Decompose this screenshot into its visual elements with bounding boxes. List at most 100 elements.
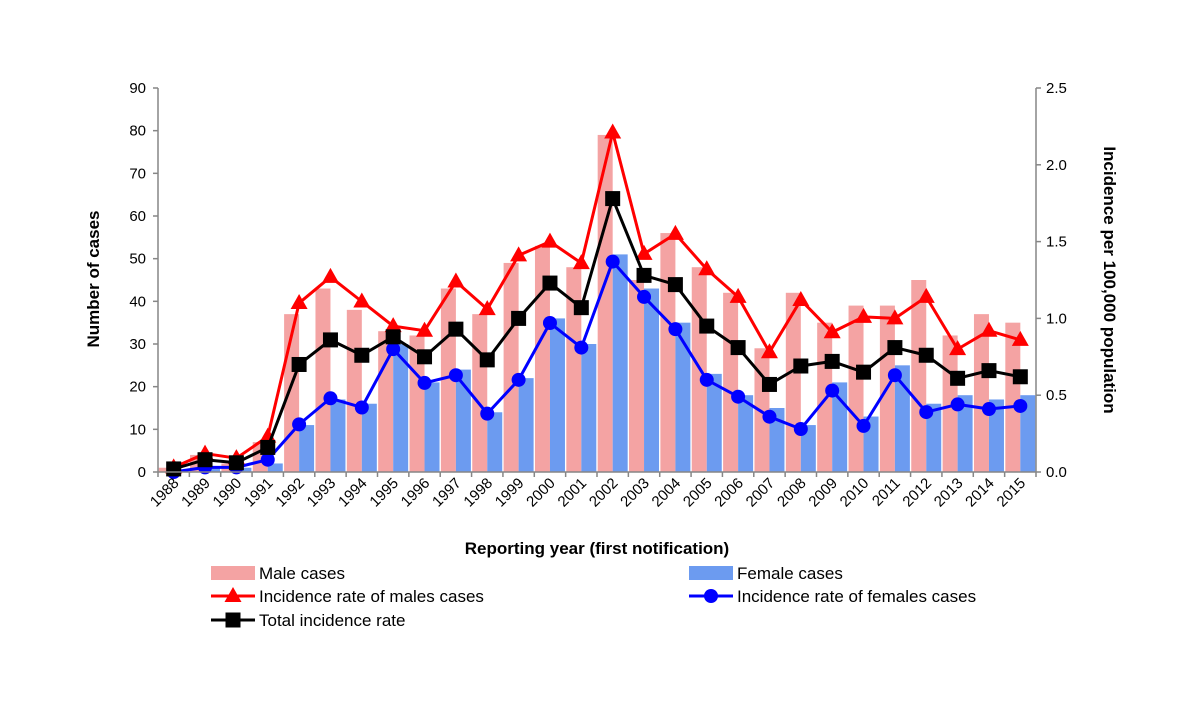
male-cases-bar-1999	[503, 262, 519, 472]
y2-tick-label: 2.0	[1046, 157, 1067, 174]
female-cases-bar-2006	[738, 395, 754, 472]
x-tick-label: 2015	[994, 475, 1030, 511]
female-cases-bar-2003	[644, 288, 660, 472]
y-tick-label: 40	[129, 293, 146, 310]
x-tick-label: 1992	[272, 475, 308, 511]
total-incidence-marker-2014	[981, 363, 997, 379]
legend: Male cases Female cases Incidence rate of …	[211, 564, 976, 630]
x-tick-label: 2001	[555, 475, 591, 511]
x-tick-label: 1996	[398, 475, 434, 511]
female-cases-bar-2012	[926, 403, 942, 472]
male-cases-bar-1998	[472, 314, 488, 472]
male-incidence-marker-2004	[666, 224, 684, 240]
legend-male-incidence-swatch-marker	[224, 587, 242, 602]
male-incidence-marker-1995	[384, 317, 402, 333]
x-tick-label: 2004	[649, 475, 685, 511]
male-cases-bar-2014	[973, 314, 989, 472]
y2-tick-label: 1.5	[1046, 234, 1067, 251]
legend-male-incidence-label: Incidence rate of males cases	[259, 587, 484, 606]
total-incidence-marker-1999	[511, 310, 527, 326]
x-tick-label: 1990	[210, 475, 246, 511]
y2-tick-label: 1.0	[1046, 310, 1067, 327]
male-incidence-marker-1999	[510, 246, 528, 262]
x-tick-label: 2003	[617, 475, 653, 511]
male-incidence-marker-1996	[416, 321, 434, 337]
total-incidence-marker-2002	[605, 191, 621, 207]
x-tick-label: 2000	[523, 475, 559, 511]
y-tick-label: 50	[129, 251, 146, 268]
female-incidence-marker-2003	[637, 289, 652, 304]
male-cases-bar-2012	[911, 280, 927, 472]
male-incidence-marker-2006	[729, 287, 747, 303]
total-incidence-marker-1989	[197, 452, 213, 468]
male-incidence-line	[173, 131, 1021, 469]
female-cases-bar-1989	[205, 467, 221, 472]
total-incidence-marker-1988	[166, 461, 182, 477]
total-incidence-marker-2007	[761, 376, 777, 392]
legend-female-cases-swatch	[689, 566, 733, 580]
female-cases-bar-1995	[393, 344, 409, 472]
y-tick-label: 70	[129, 165, 146, 182]
lines	[165, 123, 1029, 479]
y-tick-label: 30	[129, 336, 146, 353]
female-incidence-marker-2002	[605, 254, 620, 269]
male-cases-bar-2000	[534, 245, 550, 472]
x-tick-label: 1989	[178, 475, 214, 511]
female-incidence-marker-1995	[386, 342, 401, 357]
male-incidence-marker-2013	[949, 340, 967, 356]
legend-female-cases-label: Female cases	[737, 564, 843, 583]
female-incidence-marker-2011	[887, 368, 902, 383]
x-tick-label: 2012	[899, 475, 935, 511]
female-cases-bar-2005	[706, 373, 722, 472]
total-incidence-marker-2015	[1012, 369, 1028, 385]
y2-tick-label: 0.0	[1046, 464, 1067, 481]
total-incidence-marker-2011	[887, 340, 903, 356]
total-incidence-marker-1993	[322, 332, 338, 348]
male-cases-bar-2015	[1005, 322, 1021, 472]
male-incidence-marker-2000	[541, 232, 559, 248]
male-cases-bar-2001	[566, 267, 582, 472]
female-cases-bar-2011	[894, 365, 910, 472]
female-incidence-marker-1998	[480, 406, 495, 421]
x-tick-label: 1991	[241, 475, 277, 511]
x-tick-label: 2006	[711, 475, 747, 511]
y2-tick-label: 2.5	[1046, 80, 1067, 97]
legend-female-incidence-swatch-marker	[704, 589, 718, 603]
legend-male-cases-label: Male cases	[259, 564, 345, 583]
x-tick-label: 1998	[460, 475, 496, 511]
male-incidence-marker-2002	[604, 123, 622, 139]
total-incidence-marker-2009	[824, 353, 840, 369]
y2-axis-title: Incidence per 100,000 population	[1100, 146, 1119, 413]
male-incidence-marker-2007	[760, 343, 778, 359]
male-cases-bar-1993	[315, 288, 331, 472]
legend-total-incidence-swatch-marker	[225, 612, 241, 628]
legend-total-incidence-label: Total incidence rate	[259, 611, 405, 630]
x-tick-label: 1993	[304, 475, 340, 511]
female-cases-bar-2015	[1020, 395, 1036, 472]
female-incidence-marker-2001	[574, 340, 589, 355]
total-incidence-marker-1990	[228, 455, 244, 471]
female-incidence-marker-2013	[950, 397, 965, 412]
male-incidence-marker-1992	[290, 294, 308, 310]
male-cases-bar-2002	[597, 134, 613, 472]
x-tick-label: 2005	[680, 475, 716, 511]
female-cases-bar-1998	[487, 412, 503, 472]
x-axis-title: Reporting year (first notification)	[465, 539, 729, 558]
female-cases-bar-2002	[612, 254, 628, 472]
female-incidence-marker-2010	[856, 418, 871, 433]
female-incidence-marker-2012	[919, 405, 934, 420]
male-incidence-marker-2012	[917, 287, 935, 303]
y-tick-label: 60	[129, 208, 146, 225]
x-tick-label: 1994	[335, 475, 371, 511]
x-tick-label: 1999	[492, 475, 528, 511]
total-incidence-marker-1994	[354, 347, 370, 363]
total-incidence-marker-1997	[448, 321, 464, 337]
female-cases-bar-2004	[675, 322, 691, 472]
y-tick-label: 90	[129, 80, 146, 97]
female-cases-bar-2013	[957, 395, 973, 472]
legend-male-cases-swatch	[211, 566, 255, 580]
female-cases-bar-2014	[988, 399, 1004, 472]
female-incidence-marker-2014	[981, 402, 996, 417]
male-cases-bar-1995	[378, 331, 394, 472]
total-incidence-marker-2013	[950, 370, 966, 386]
